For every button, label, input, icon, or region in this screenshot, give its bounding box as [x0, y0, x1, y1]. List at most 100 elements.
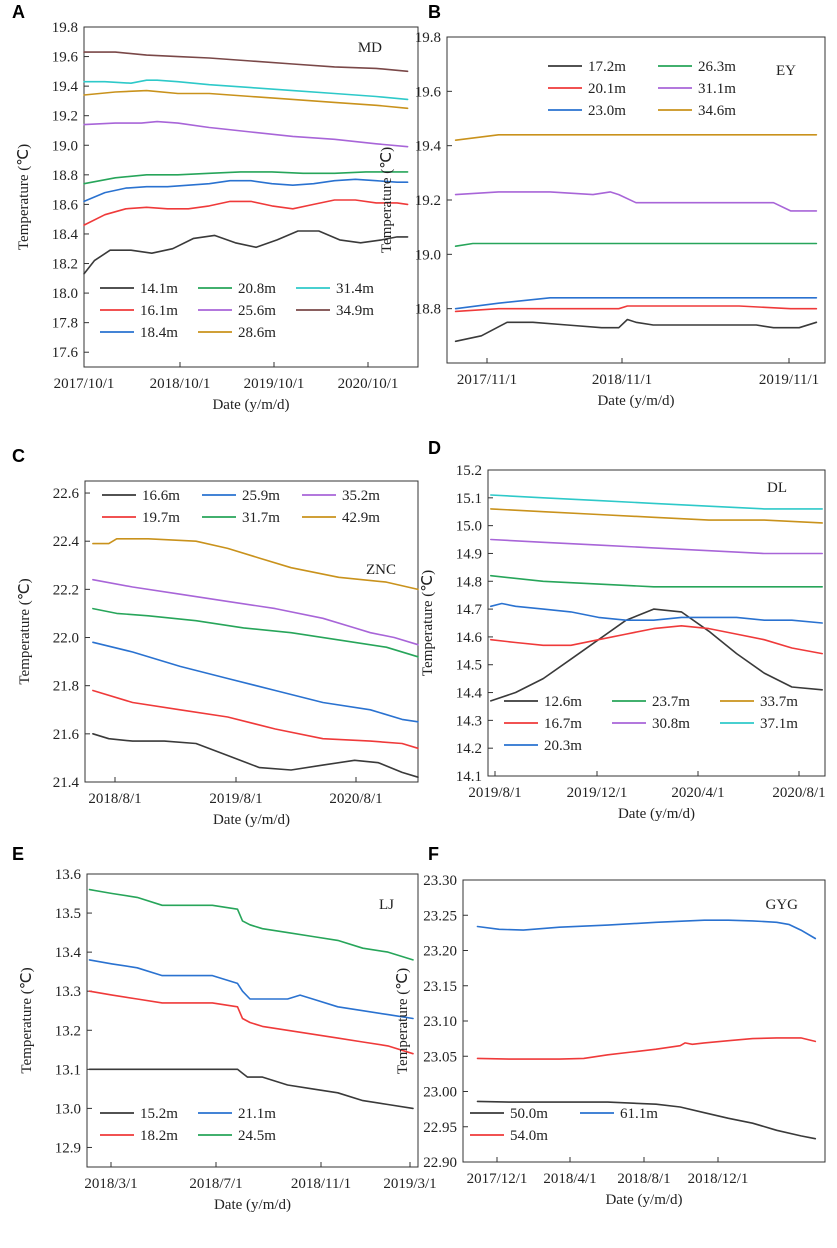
- y-tick-label: 15.2: [456, 463, 482, 479]
- legend-label: 20.8m: [238, 281, 276, 297]
- series-line-26.3m: [454, 242, 818, 247]
- y-tick-label: 22.0: [53, 631, 79, 647]
- y-tick-label: 23.15: [423, 979, 457, 995]
- y-tick-label: 18.8: [415, 302, 441, 318]
- x-tick-label: 2018/12/1: [688, 1171, 749, 1187]
- y-tick-label: 19.2: [415, 193, 441, 209]
- chart-panel-E: E 12.9 13.0 13.1 13.2 13.3 13.4 13.5 13.6 2018/3/…: [12, 844, 437, 1213]
- panel-label: F: [428, 844, 439, 864]
- y-tick-label: 13.6: [55, 867, 82, 883]
- y-tick-label: 17.8: [52, 316, 78, 332]
- series-line-16.6m: [92, 733, 419, 778]
- legend-label: 16.1m: [140, 303, 178, 319]
- y-tick-label: 19.6: [415, 84, 442, 100]
- x-axis-title: Date (y/m/d): [213, 812, 290, 828]
- series-line-15.2m: [88, 1068, 414, 1110]
- series-line-23.7m: [490, 574, 823, 588]
- chart-panel-D: D 14.1 14.2 14.3 14.4 14.5 14.6 14.7 14.8 14.9 15.…: [420, 438, 826, 822]
- series-line-28.6m: [83, 89, 409, 110]
- chart-panel-F: F 22.90 22.95 23.00 23.05 23.10 23.15 23.20 23.2…: [395, 844, 826, 1208]
- legend-label: 34.6m: [698, 103, 736, 119]
- plot-frame: [487, 469, 826, 777]
- x-tick-label: 2017/10/1: [54, 376, 115, 392]
- y-axis-title: Temperature (℃): [420, 570, 436, 676]
- series-line-30.8m: [490, 538, 823, 555]
- x-tick-label: 2017/11/1: [457, 372, 517, 388]
- y-tick-label: 14.1: [456, 769, 482, 785]
- plot-frame: [84, 480, 419, 783]
- site-label: GYG: [766, 897, 799, 913]
- y-tick-label: 19.0: [415, 247, 441, 263]
- x-tick-label: 2020/10/1: [338, 376, 399, 392]
- y-tick-label: 13.4: [55, 945, 82, 961]
- legend-label: 30.8m: [652, 716, 690, 732]
- chart-panel-A: A 17.6 17.8 18.0 18.2 18.4 18.6 18.8 19.0 19.2 19.…: [12, 2, 419, 413]
- x-tick-label: 2020/8/1: [772, 785, 825, 801]
- legend-label: 61.1m: [620, 1106, 658, 1122]
- plot-frame: [86, 873, 419, 1168]
- x-tick-label: 2019/10/1: [244, 376, 305, 392]
- y-tick-label: 13.3: [55, 984, 81, 1000]
- legend-label: 20.3m: [544, 738, 582, 754]
- series-line-50.0m: [476, 1100, 817, 1140]
- x-tick-label: 2018/11/1: [592, 372, 652, 388]
- x-tick-label: 2019/8/1: [209, 791, 262, 807]
- x-tick-label: 2018/10/1: [150, 376, 211, 392]
- series-line-34.9m: [83, 51, 409, 73]
- y-tick-label: 18.8: [52, 168, 78, 184]
- x-tick-label: 2020/4/1: [671, 785, 724, 801]
- legend-label: 28.6m: [238, 325, 276, 341]
- legend-label: 37.1m: [760, 716, 798, 732]
- legend-label: 42.9m: [342, 510, 380, 526]
- legend-label: 34.9m: [336, 303, 374, 319]
- y-tick-label: 19.4: [415, 139, 442, 155]
- plot-frame: [446, 36, 826, 364]
- site-label: DL: [767, 480, 787, 496]
- series-line-20.3m: [490, 602, 823, 624]
- y-tick-label: 14.9: [456, 546, 482, 562]
- panel-label: C: [12, 446, 25, 466]
- y-tick-label: 14.7: [456, 602, 483, 618]
- y-axis-title: Temperature (℃): [19, 967, 35, 1073]
- y-tick-label: 21.8: [53, 679, 79, 695]
- series-line-25.9m: [92, 641, 419, 723]
- series-line-33.7m: [490, 508, 823, 524]
- y-tick-label: 22.95: [423, 1120, 457, 1136]
- chart-panel-C: C 21.4 21.6 21.8 22.0 22.2 22.4 22.6 2018/8/1 201…: [12, 446, 419, 828]
- y-tick-label: 19.4: [52, 79, 79, 95]
- series-line-42.9m: [92, 538, 419, 591]
- legend-label: 54.0m: [510, 1128, 548, 1144]
- series-line-14.1m: [83, 230, 409, 275]
- legend: 50.0m 61.1m 54.0m: [470, 1106, 658, 1144]
- y-tick-label: 18.4: [52, 227, 79, 243]
- y-axis-title: Temperature (℃): [16, 144, 32, 250]
- y-tick-label: 15.1: [456, 491, 482, 507]
- x-tick-label: 2018/7/1: [189, 1176, 242, 1192]
- y-tick-label: 14.4: [456, 686, 483, 702]
- x-axis-title: Date (y/m/d): [597, 393, 674, 409]
- x-axis-title: Date (y/m/d): [618, 806, 695, 822]
- series-line-20.1m: [454, 305, 818, 313]
- series-line-35.2m: [92, 578, 419, 646]
- y-tick-label: 19.0: [52, 138, 78, 154]
- x-tick-label: 2019/3/1: [383, 1176, 436, 1192]
- y-tick-label: 13.5: [55, 906, 81, 922]
- series-line-12.6m: [490, 608, 823, 702]
- panel-label: D: [428, 438, 441, 458]
- y-tick-label: 22.2: [53, 582, 79, 598]
- y-tick-label: 18.2: [52, 257, 78, 273]
- series-line-25.6m: [83, 120, 409, 148]
- legend-label: 35.2m: [342, 488, 380, 504]
- panel-label: B: [428, 2, 441, 22]
- y-tick-label: 22.90: [423, 1155, 457, 1171]
- legend-label: 26.3m: [698, 59, 736, 75]
- y-tick-label: 13.1: [55, 1062, 81, 1078]
- x-tick-label: 2017/12/1: [467, 1171, 528, 1187]
- legend-label: 18.4m: [140, 325, 178, 341]
- y-tick-label: 23.30: [423, 873, 457, 889]
- y-tick-label: 23.10: [423, 1014, 457, 1030]
- legend-label: 21.1m: [238, 1106, 276, 1122]
- series-line-16.7m: [490, 625, 823, 655]
- legend-label: 23.0m: [588, 103, 626, 119]
